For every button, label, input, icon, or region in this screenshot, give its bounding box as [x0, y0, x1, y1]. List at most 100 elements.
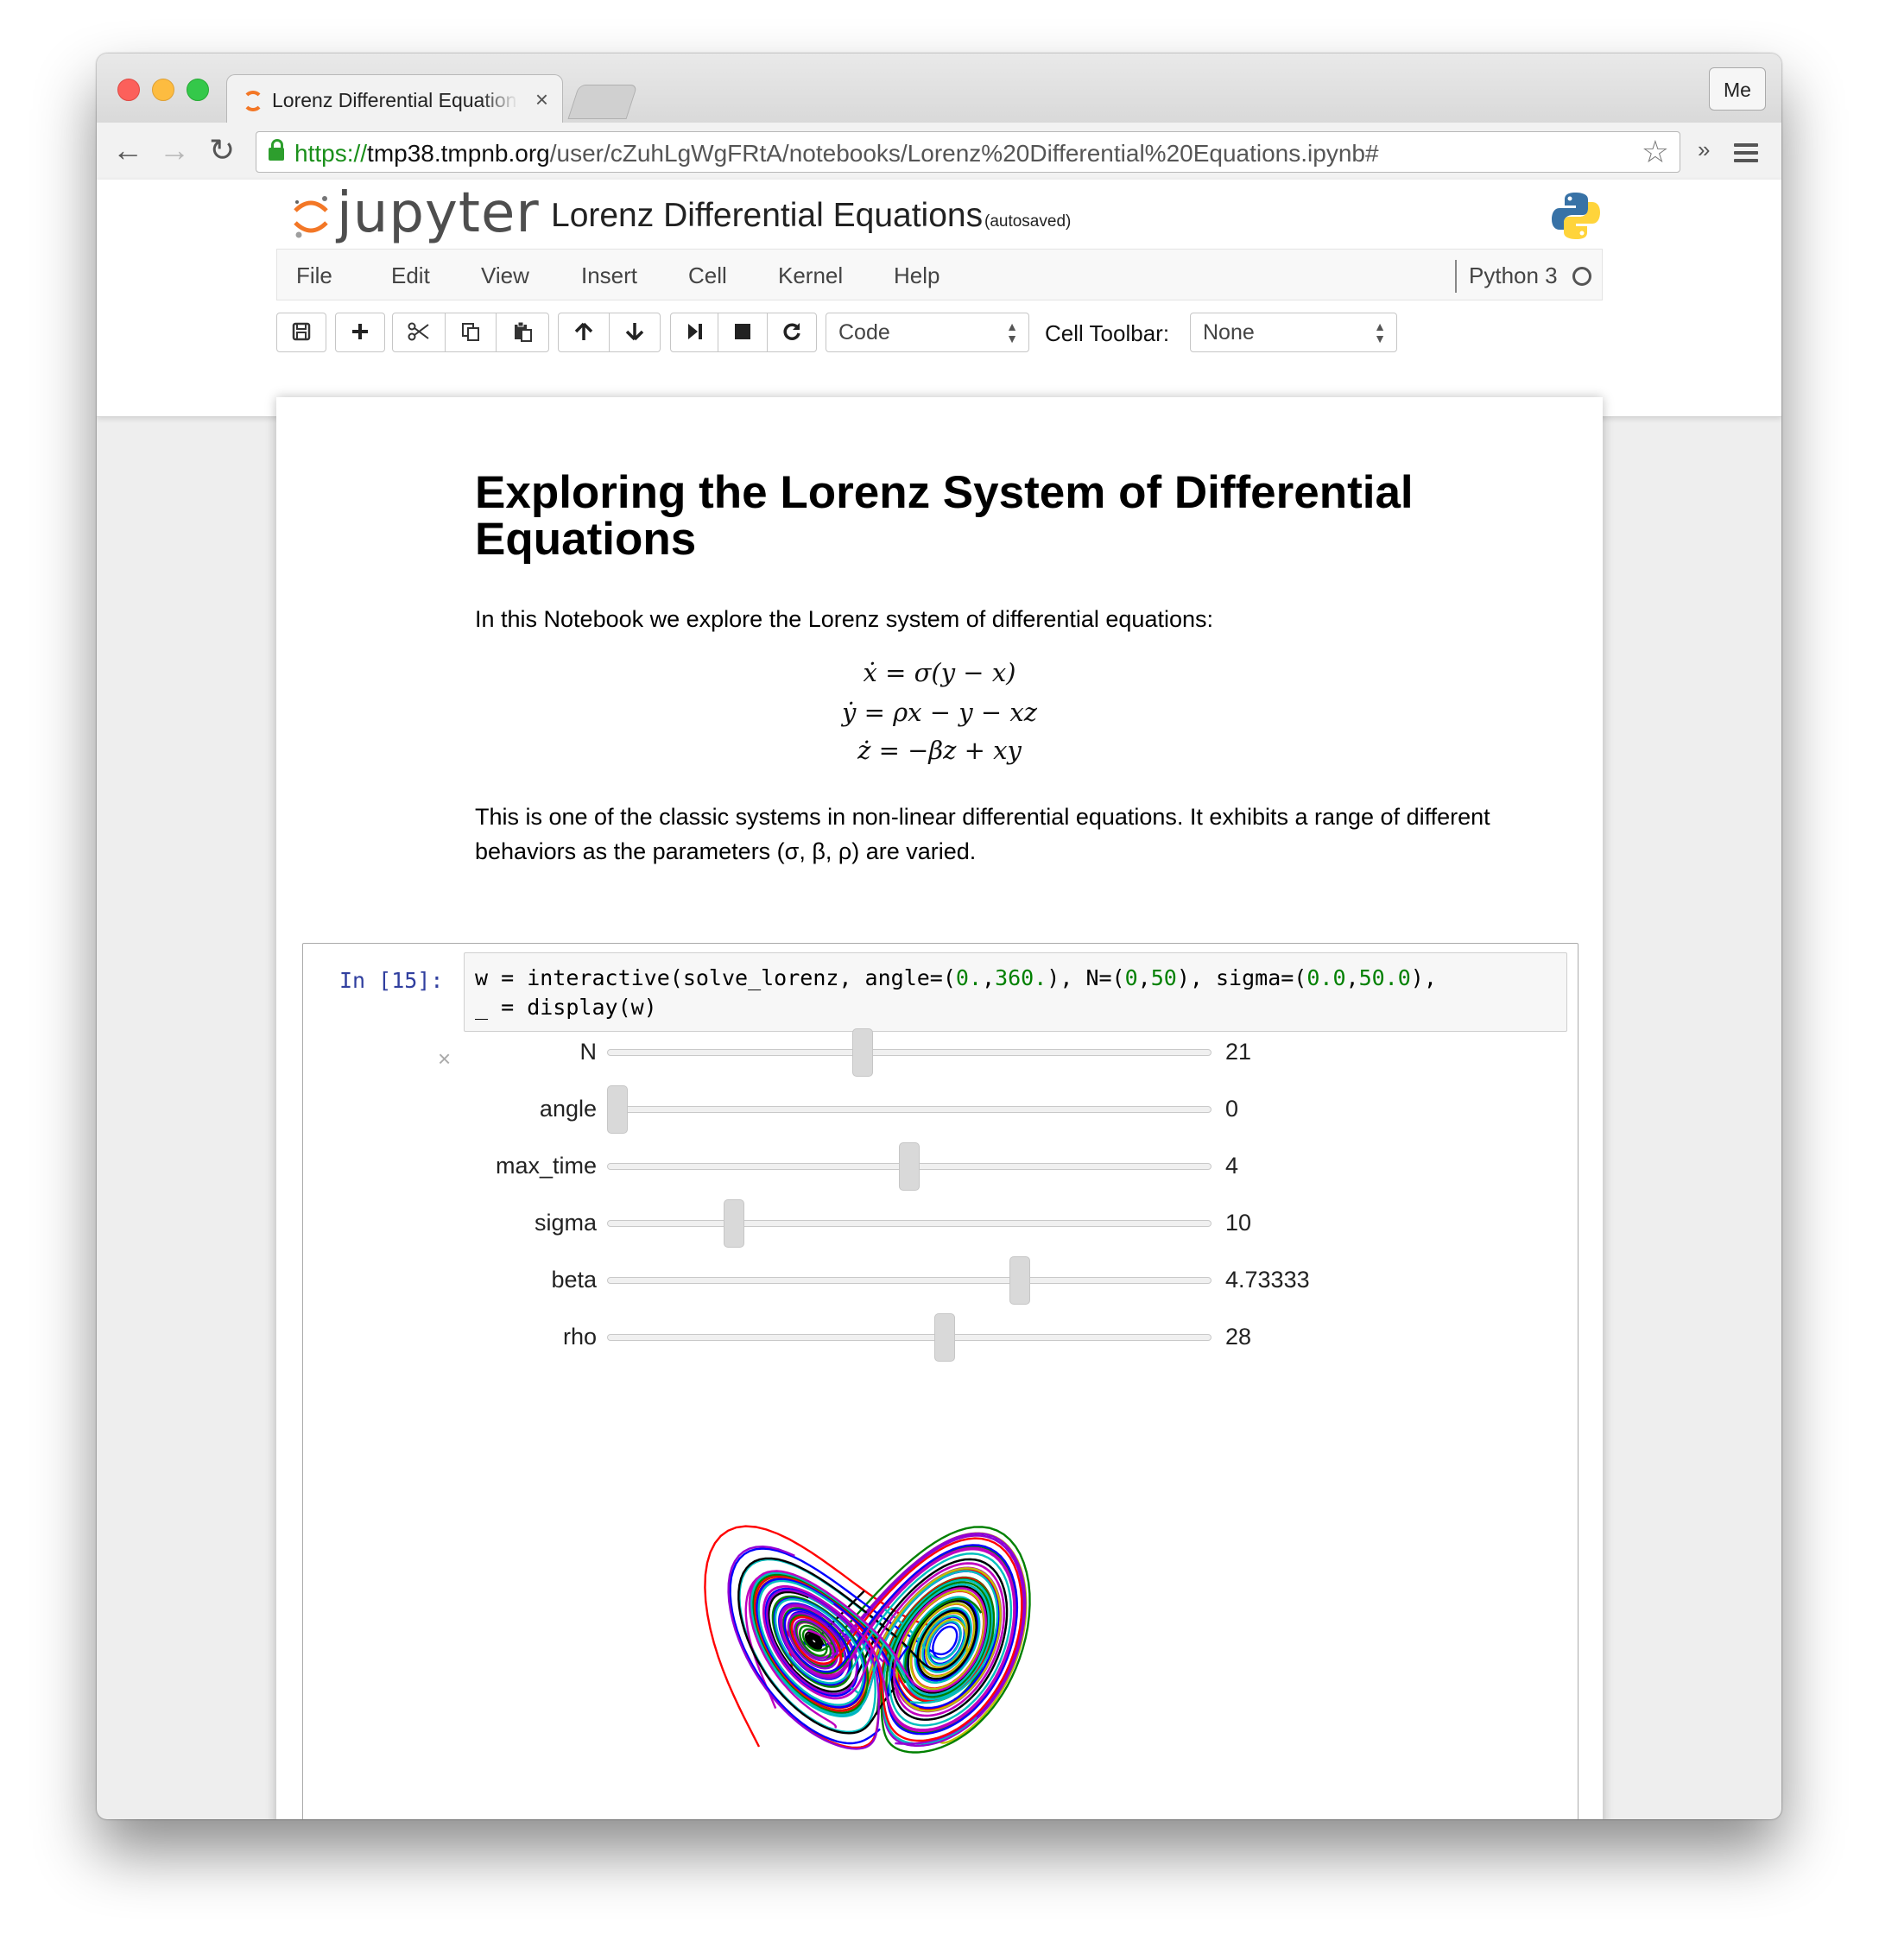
move-cell-up-button[interactable]: [558, 313, 610, 352]
slider-handle-0[interactable]: [851, 1028, 873, 1077]
step-forward-icon: [688, 324, 702, 339]
forward-arrow-icon[interactable]: →: [159, 132, 190, 168]
kernel-idle-indicator-icon: [1572, 267, 1591, 286]
slider-value-5[interactable]: 28: [1225, 1324, 1252, 1350]
lock-icon: [269, 139, 284, 161]
slider-value-3[interactable]: 10: [1225, 1210, 1252, 1236]
jupyter-logo-text[interactable]: jupyter: [337, 181, 540, 245]
trajectory-line: [804, 1590, 865, 1651]
cell-type-value: Code: [838, 320, 890, 345]
slider-handle-5[interactable]: [933, 1313, 955, 1362]
cell-type-select[interactable]: Code ▲ ▼: [826, 313, 1029, 352]
browser-menu-icon[interactable]: [1734, 143, 1758, 167]
slider-label-0: N: [579, 1039, 598, 1065]
interrupt-kernel-button[interactable]: [718, 313, 768, 352]
stop-icon: [735, 324, 750, 339]
slider-track-5[interactable]: [607, 1334, 1212, 1341]
restart-kernel-button[interactable]: [767, 313, 817, 352]
save-icon: [292, 322, 311, 341]
browser-toolbar: ← → ↻ https://tmp38.tmpnb.org/user/cZuhL…: [97, 123, 1781, 180]
url-text[interactable]: https://tmp38.tmpnb.org/user/cZuhLgWgFRt…: [294, 140, 1379, 168]
run-cell-button[interactable]: [670, 313, 718, 352]
new-tab-button[interactable]: [567, 85, 638, 119]
trajectory-line: [727, 1534, 1025, 1750]
reload-icon[interactable]: ↻: [209, 132, 236, 168]
python-logo-icon: [1552, 193, 1600, 239]
menu-help[interactable]: Help: [894, 262, 940, 288]
notebook-heading: Exploring the Lorenz System of Different…: [475, 467, 1414, 565]
arrow-up-icon: [574, 322, 593, 340]
trajectory-line: [880, 1578, 993, 1745]
trajectory-line: [748, 1546, 1016, 1732]
slider-label-2: max_time: [495, 1153, 597, 1179]
address-bar[interactable]: https://tmp38.tmpnb.org/user/cZuhLgWgFRt…: [256, 131, 1680, 173]
slider-handle-2[interactable]: [899, 1142, 920, 1191]
tab-close-icon[interactable]: ×: [535, 86, 548, 112]
notebook-menubar: File Edit View Insert Cell Kernel Help P…: [276, 249, 1603, 300]
menu-edit[interactable]: Edit: [391, 262, 430, 288]
insert-cell-button[interactable]: [335, 313, 385, 352]
scissors-icon: [408, 322, 429, 341]
slider-label-3: sigma: [534, 1210, 597, 1236]
zoom-window-button[interactable]: [187, 79, 209, 101]
jupyter-header: jupyter Lorenz Differential Equations (a…: [97, 180, 1781, 417]
trajectory-line: [750, 1552, 1013, 1727]
slider-handle-1[interactable]: [607, 1085, 628, 1134]
save-button[interactable]: [276, 313, 326, 352]
intro-paragraph: In this Notebook we explore the Lorenz s…: [475, 606, 1213, 632]
arrow-down-icon: [625, 323, 644, 341]
slider-label-1: angle: [539, 1096, 597, 1122]
bookmark-star-icon[interactable]: ☆: [1641, 134, 1669, 169]
equation-x: ẋ = σ(y − x): [863, 658, 1016, 687]
code-line-1: w = interactive(solve_lorenz, angle=(0.,…: [475, 965, 1437, 990]
lorenz-attractor-plot: [704, 1525, 1031, 1754]
close-window-button[interactable]: [117, 79, 140, 101]
paste-cell-button[interactable]: [496, 313, 549, 352]
restart-icon: [783, 323, 800, 340]
select-arrows-icon: ▲ ▼: [1374, 319, 1386, 345]
autosave-status: (autosaved): [984, 212, 1072, 231]
slider-value-0[interactable]: 21: [1225, 1039, 1252, 1065]
cut-cell-button[interactable]: [392, 313, 446, 352]
notebook-title[interactable]: Lorenz Differential Equations: [551, 197, 984, 234]
jupyter-favicon-icon: [243, 91, 263, 111]
slider-label-5: rho: [562, 1324, 597, 1350]
menu-insert[interactable]: Insert: [581, 262, 638, 288]
code-input[interactable]: w = interactive(solve_lorenz, angle=(0.,…: [464, 952, 1567, 1032]
url-host: tmp38.tmpnb.org: [367, 140, 550, 167]
slider-track-4[interactable]: [607, 1277, 1212, 1284]
menu-file[interactable]: File: [296, 262, 332, 288]
close-output-icon[interactable]: ×: [438, 1046, 452, 1072]
menu-view[interactable]: View: [481, 262, 529, 288]
slider-value-2[interactable]: 4: [1225, 1153, 1239, 1179]
kernel-name: Python 3: [1469, 262, 1558, 288]
minimize-window-button[interactable]: [152, 79, 174, 101]
trajectory-line: [737, 1557, 1009, 1735]
equation-z: ż = −βz + xy: [857, 736, 1022, 765]
menu-kernel[interactable]: Kernel: [778, 262, 844, 288]
cell-toolbar-select[interactable]: None ▲ ▼: [1190, 313, 1397, 352]
url-path: /user/cZuhLgWgFRtA/notebooks/Lorenz%20Di…: [549, 140, 1379, 167]
slider-handle-4[interactable]: [1009, 1256, 1031, 1305]
slider-handle-3[interactable]: [724, 1199, 745, 1248]
browser-tab[interactable]: Lorenz Differential Equations ×: [226, 74, 563, 124]
move-cell-down-button[interactable]: [609, 313, 661, 352]
input-prompt: In [15]:: [339, 968, 444, 993]
paste-icon: [515, 321, 532, 342]
slider-track-3[interactable]: [607, 1220, 1212, 1227]
back-arrow-icon[interactable]: ←: [112, 132, 143, 168]
extensions-chevron-icon[interactable]: »: [1698, 136, 1711, 162]
kernel-separator: [1455, 260, 1457, 293]
code-line-2: _ = display(w): [475, 995, 657, 1020]
plus-icon: [352, 324, 368, 339]
cell-toolbar-label: Cell Toolbar:: [1045, 320, 1170, 346]
copy-cell-button[interactable]: [445, 313, 497, 352]
slider-value-1[interactable]: 0: [1225, 1096, 1239, 1122]
browser-window: Lorenz Differential Equations × Me ← → ↻…: [97, 54, 1781, 1819]
user-profile-button[interactable]: Me: [1709, 67, 1766, 111]
slider-track-0[interactable]: [607, 1049, 1212, 1056]
code-cell[interactable]: In [15]: w = interactive(solve_lorenz, a…: [302, 943, 1578, 1819]
menu-cell[interactable]: Cell: [688, 262, 727, 288]
slider-track-1[interactable]: [607, 1106, 1212, 1113]
slider-value-4[interactable]: 4.73333: [1225, 1267, 1310, 1293]
